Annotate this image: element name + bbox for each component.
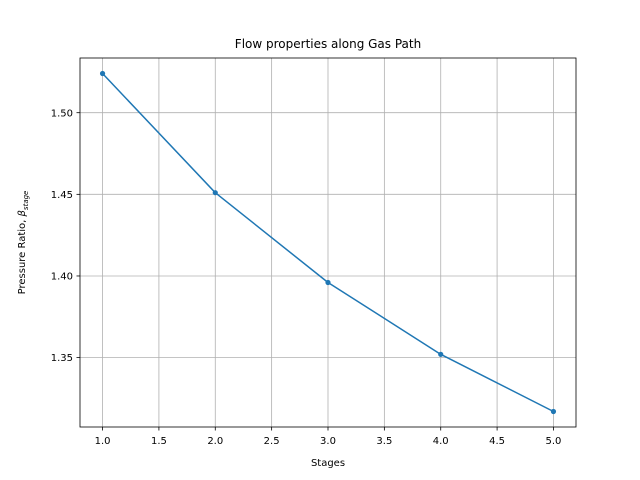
- y-tick-label: 1.40: [51, 272, 73, 283]
- x-tick-label: 1.0: [95, 436, 111, 447]
- y-axis-label-text: Pressure Ratio,: [17, 216, 28, 294]
- data-point: [212, 190, 218, 196]
- ticks: 1.0 1.5 2.0 2.5 3.0 3.5 4.0 4.5 5.0 1.35 1.40 1.45 1…: [51, 108, 562, 447]
- data-point: [99, 70, 106, 77]
- x-tick-label: 5.0: [546, 436, 562, 447]
- data-point: [550, 408, 557, 415]
- x-tick-label: 1.5: [151, 436, 167, 447]
- series: [99, 70, 557, 415]
- y-axis-label: Pressure Ratio, βstage: [17, 191, 30, 295]
- y-axis-label-symbol: β: [17, 209, 28, 217]
- x-tick-label: 2.0: [207, 436, 223, 447]
- x-axis-label: Stages: [311, 458, 345, 469]
- x-tick-label: 2.5: [264, 436, 280, 447]
- data-point: [438, 351, 444, 357]
- plot-frame: [79, 57, 577, 428]
- x-tick-label: 4.5: [489, 436, 505, 447]
- x-tick-label: 3.5: [376, 436, 392, 447]
- x-tick-label: 4.0: [433, 436, 449, 447]
- data-point: [325, 279, 331, 286]
- y-tick-label: 1.35: [51, 353, 73, 364]
- x-tick-label: 3.0: [320, 436, 336, 447]
- y-tick-label: 1.45: [51, 190, 73, 201]
- y-tick-label: 1.50: [51, 108, 73, 119]
- grid: [80, 58, 576, 427]
- y-axis-label-subscript: stage: [22, 191, 30, 210]
- chart-title: Flow properties along Gas Path: [235, 37, 421, 51]
